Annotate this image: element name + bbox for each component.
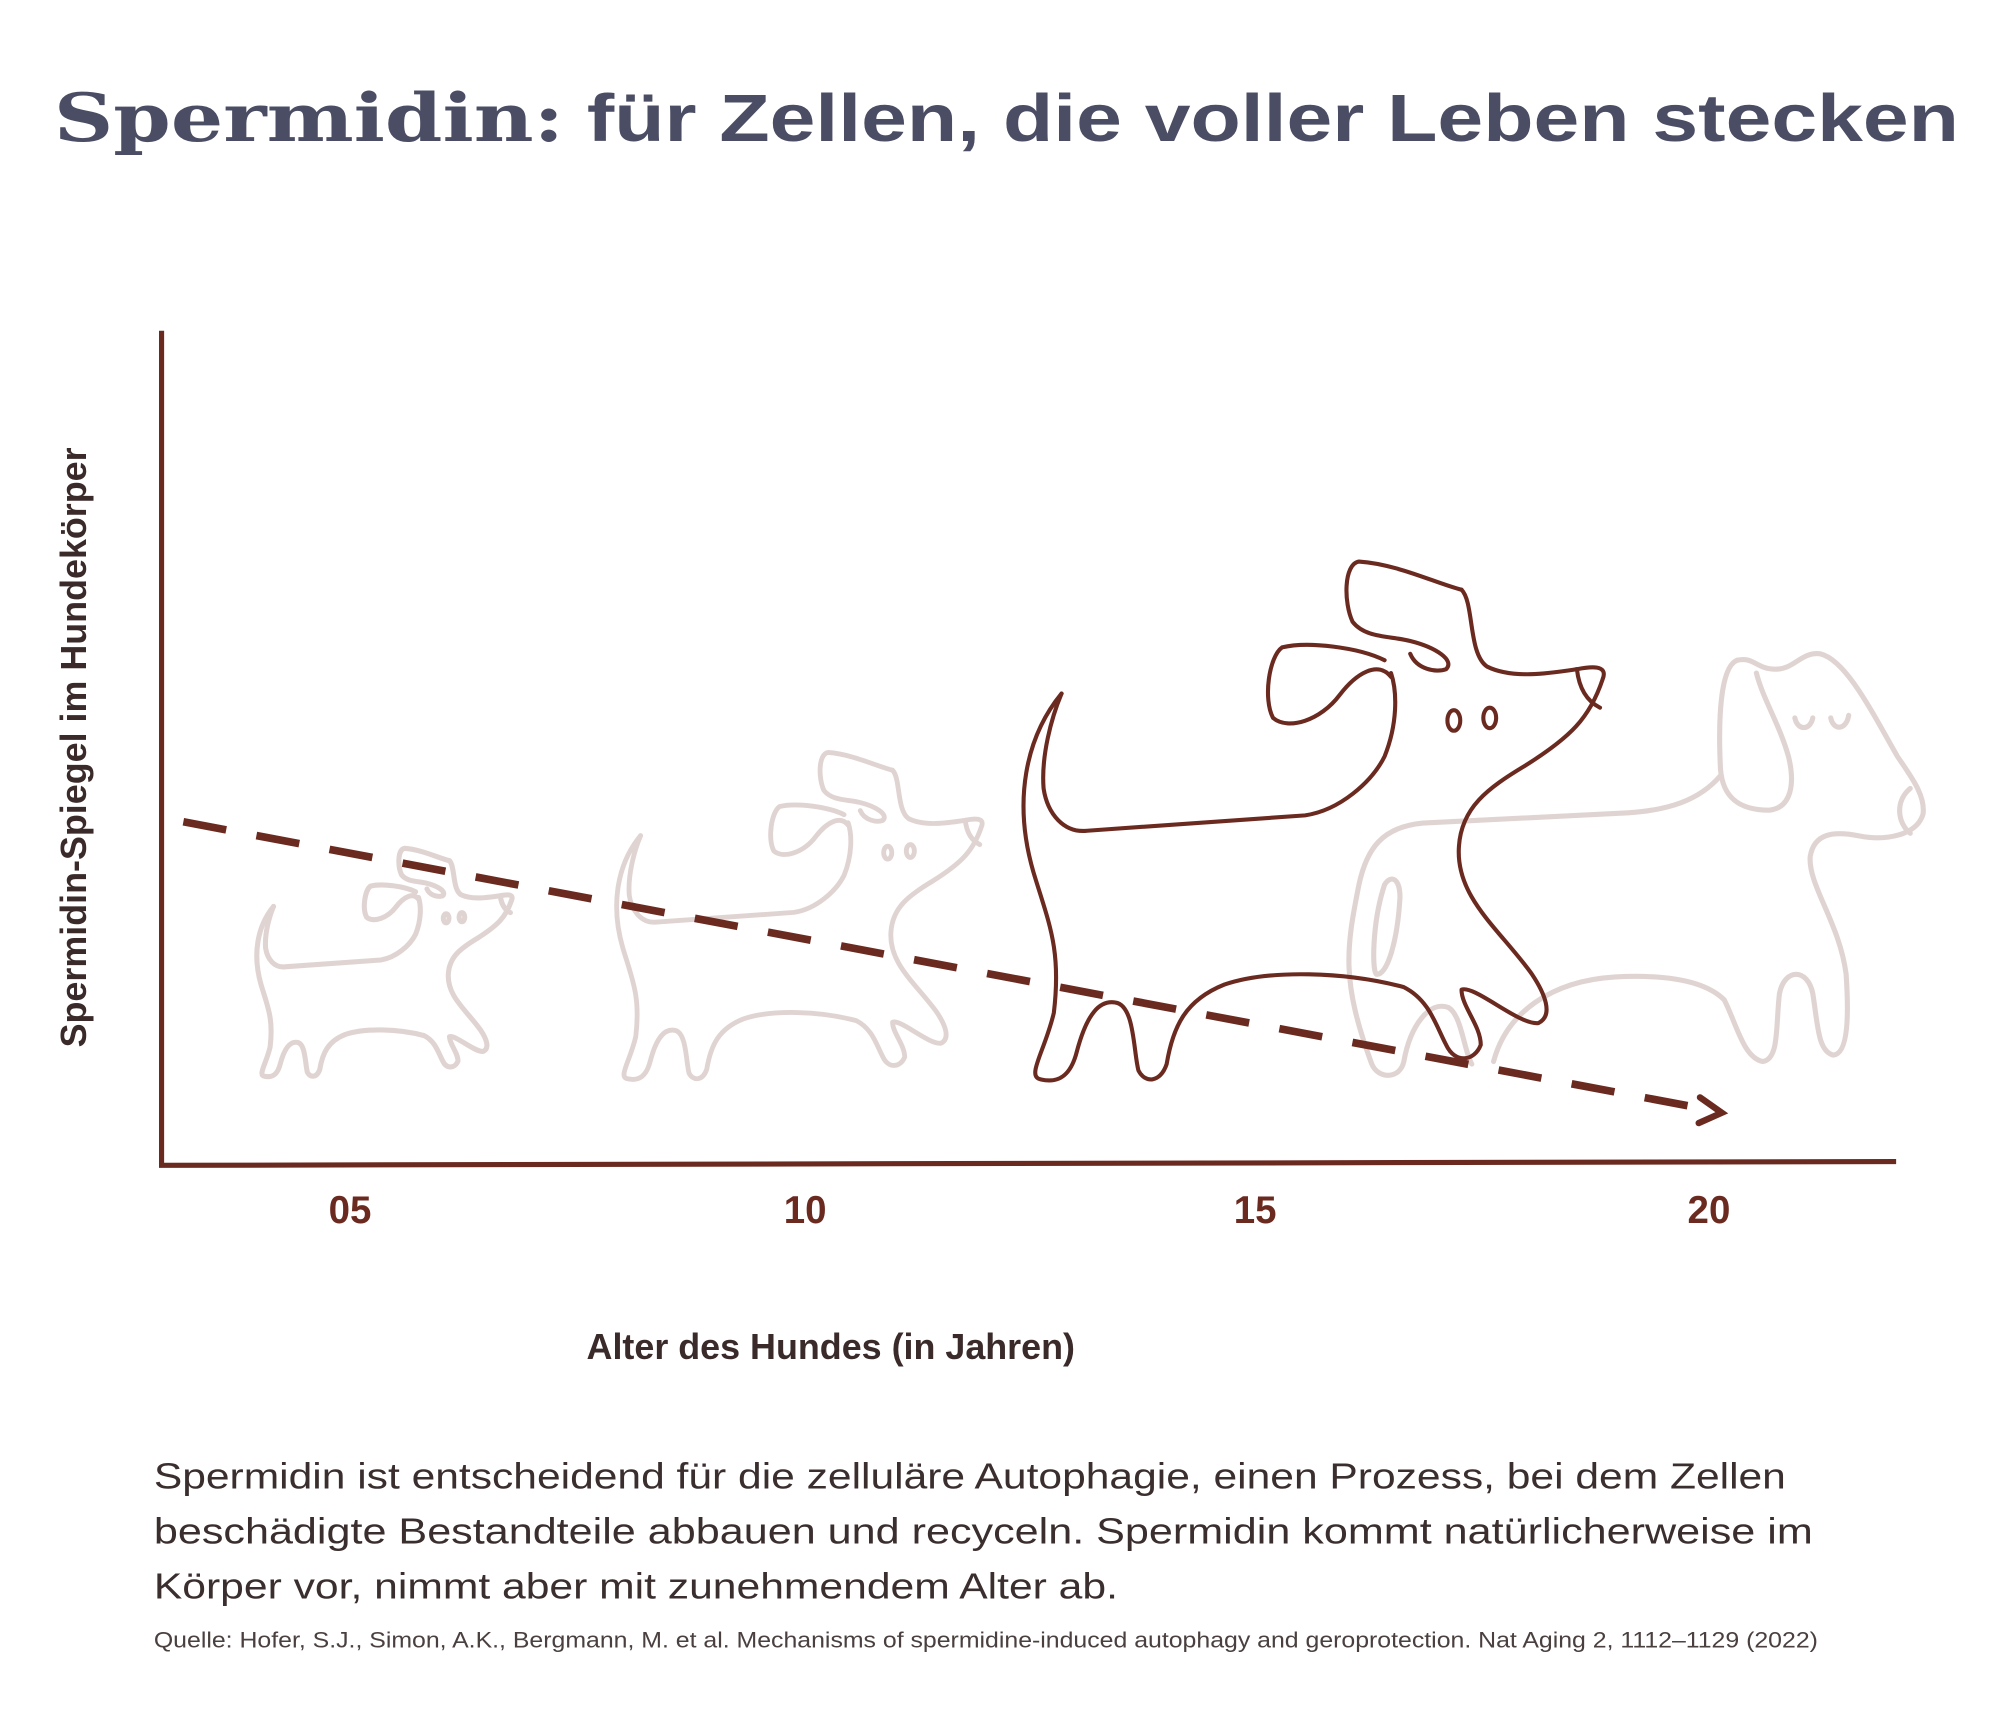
x-tick-label: 05 <box>329 1189 372 1232</box>
y-axis-label: Spermidin-Spiegel im Hundekörper <box>54 447 94 1047</box>
x-tick-label: 20 <box>1688 1189 1731 1232</box>
source-citation: Quelle: Hofer, S.J., Simon, A.K., Bergma… <box>154 1627 1818 1652</box>
dog-adult-illustration <box>1024 562 1604 1081</box>
dog-puppy-illustration <box>257 848 512 1076</box>
description-line: beschädigte Bestandteile abbauen und rec… <box>154 1512 1813 1552</box>
page-title: Spermidin: für Zellen, die voller Leben … <box>54 78 1959 157</box>
description-line: Spermidin ist entscheidend für die zellu… <box>154 1456 1786 1496</box>
trend-line <box>182 817 1713 1115</box>
x-axis-label: Alter des Hundes (in Jahren) <box>587 1327 1075 1367</box>
x-tick-label: 10 <box>784 1189 827 1232</box>
x-axis <box>158 1158 1897 1168</box>
title-serif-part: Spermidin: <box>54 78 564 157</box>
x-tick-label: 15 <box>1234 1189 1277 1232</box>
title-sans-part: für Zellen, die voller Leben stecken <box>564 82 1959 156</box>
dog-senior-illustration <box>1346 651 1926 1078</box>
trend-arrow-icon <box>1695 1094 1729 1127</box>
dog-young-illustration <box>617 752 983 1079</box>
description-line: Körper vor, nimmt aber mit zunehmendem A… <box>154 1567 1118 1607</box>
